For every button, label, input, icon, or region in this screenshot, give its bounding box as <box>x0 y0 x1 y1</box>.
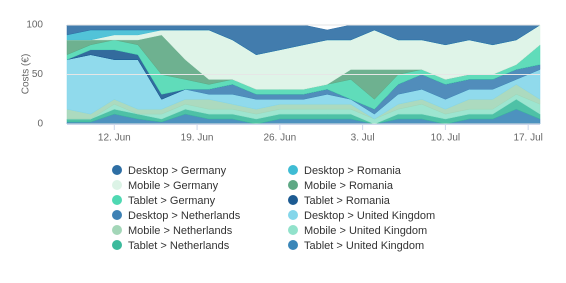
y-tick-label: 0 <box>37 119 43 130</box>
x-tick-label: 19. Jun <box>181 133 214 144</box>
legend-marker <box>112 210 122 220</box>
legend-marker <box>288 180 298 190</box>
legend-marker <box>112 240 122 250</box>
y-axis-label: Costs (€) <box>21 54 32 95</box>
legend-label: Desktop > Romania <box>304 165 402 177</box>
legend-marker <box>288 165 298 175</box>
legend-marker <box>112 165 122 175</box>
x-tick-label: 12. Jun <box>98 133 131 144</box>
legend-label: Mobile > Germany <box>128 180 219 192</box>
y-tick-label: 100 <box>26 20 43 31</box>
legend-label: Tablet > Romania <box>304 195 391 207</box>
x-tick-label: 17. Jul <box>513 133 542 144</box>
legend-marker <box>288 210 298 220</box>
legend-label: Mobile > United Kingdom <box>304 225 427 237</box>
legend-marker <box>288 195 298 205</box>
legend-marker <box>112 195 122 205</box>
x-tick-label: 26. Jun <box>263 133 296 144</box>
x-tick-label: 10. Jul <box>431 133 460 144</box>
legend-marker <box>288 225 298 235</box>
legend-label: Tablet > United Kingdom <box>304 240 424 252</box>
legend-label: Desktop > Germany <box>128 165 227 177</box>
legend-label: Mobile > Romania <box>304 180 394 192</box>
legend-label: Desktop > Netherlands <box>128 210 241 222</box>
legend-label: Tablet > Netherlands <box>128 240 230 252</box>
legend-marker <box>112 180 122 190</box>
x-tick-label: 3. Jul <box>351 133 375 144</box>
legend-label: Mobile > Netherlands <box>128 225 233 237</box>
legend-marker <box>288 240 298 250</box>
legend-label: Tablet > Germany <box>128 195 216 207</box>
legend-label: Desktop > United Kingdom <box>304 210 435 222</box>
legend: Desktop > Germany Desktop > Romania Mobile… <box>112 165 435 252</box>
y-tick-label: 50 <box>32 69 44 80</box>
legend-marker <box>112 225 122 235</box>
